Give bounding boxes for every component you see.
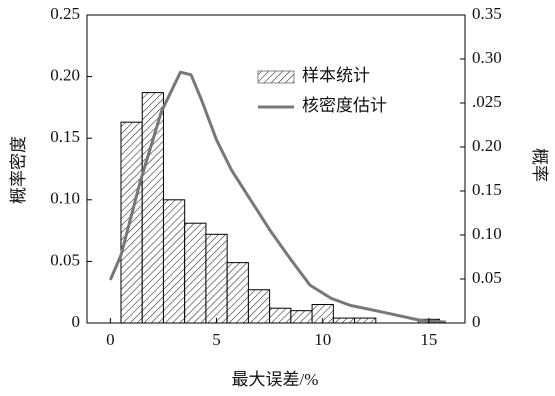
histogram-bar — [354, 317, 377, 324]
y-tick-label: 0.25 — [50, 4, 80, 23]
x-tick-label: 10 — [314, 330, 331, 349]
y-tick-label: 0 — [72, 312, 81, 331]
y-tick-label: 0.10 — [50, 189, 80, 208]
plot-frame — [86, 14, 466, 324]
kde-line — [108, 70, 446, 324]
y2-tick-label: 0.20 — [472, 136, 502, 155]
x-axis-label: 最大误差/% — [232, 370, 319, 389]
y2-tick-label: 0.30 — [472, 48, 502, 67]
y-axis-label: 概率密度 — [9, 136, 28, 204]
histogram-bar — [247, 289, 271, 324]
histogram-bar — [226, 262, 249, 324]
y2-tick-label: 0.15 — [472, 180, 502, 199]
y2-axis-label: 概率 — [530, 148, 549, 182]
x-tick-label: 5 — [212, 330, 221, 349]
histogram-bar — [141, 92, 164, 324]
y2-tick-label: 0.05 — [472, 268, 502, 287]
legend-label: 核密度估计 — [302, 96, 387, 115]
legend-swatch — [257, 70, 295, 84]
y-tick-label: 0.15 — [50, 127, 80, 146]
x-tick-label: 0 — [106, 330, 115, 349]
y2-tick-label: 0 — [472, 312, 481, 331]
histogram-bar — [332, 317, 356, 324]
y-tick-label: 0.20 — [50, 66, 80, 85]
histogram-bar — [205, 233, 228, 324]
y2-tick-label: .025 — [472, 92, 502, 111]
y2-tick-label: 0.10 — [472, 224, 502, 243]
y-tick-label: 0.05 — [50, 250, 80, 269]
y2-tick-label: 0.35 — [472, 4, 502, 23]
legend-label: 样本统计 — [302, 66, 370, 85]
histogram-bar — [184, 222, 207, 324]
histogram-bar — [290, 310, 313, 324]
histogram-bar — [269, 307, 292, 324]
histogram-bar — [162, 199, 186, 324]
histogram-bar — [120, 121, 143, 324]
x-tick-label: 15 — [420, 330, 437, 349]
